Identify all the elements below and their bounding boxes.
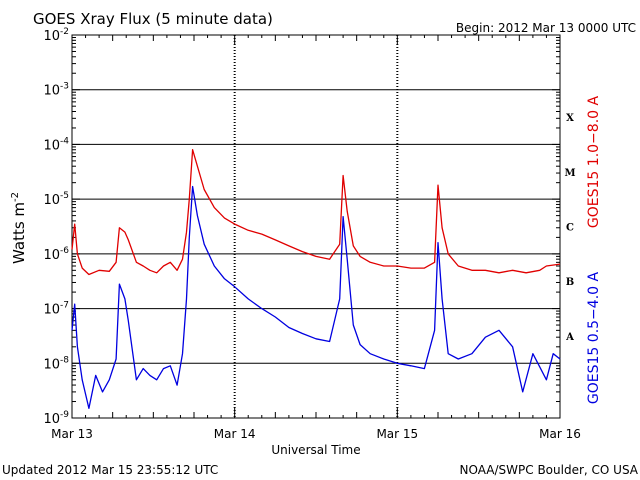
y-axis-label-sup: -2 [10, 192, 21, 202]
y-axis-label: Watts m-2 [10, 192, 28, 264]
x-axis-label: Universal Time [271, 443, 360, 457]
flare-class-label: X [566, 113, 574, 124]
plot-border [71, 34, 561, 419]
x-axis-ticks: Mar 13 Mar 14 Mar 15 Mar 16 [51, 35, 581, 441]
x-tick-label: Mar 15 [376, 427, 418, 441]
x-tick-label: Mar 16 [539, 427, 581, 441]
credit-text: NOAA/SWPC Boulder, CO USA [460, 463, 639, 477]
flare-class-label: B [566, 277, 574, 288]
y-axis-ticks: 10-9 10-8 10-7 10-6 10-5 10-4 10-3 10-2 [43, 27, 560, 427]
legend-long: GOES15 1.0−8.0 A [586, 96, 602, 229]
y-tick-label: 10-6 [43, 246, 69, 263]
y-tick-label: 10-5 [43, 191, 69, 208]
legend-short: GOES15 0.5−4.0 A [586, 272, 602, 405]
y-tick-label: 10-3 [43, 82, 69, 99]
y-axis-label-main: Watts m [10, 202, 28, 264]
plot-frame [71, 34, 561, 419]
y-tick-label: 10-2 [43, 27, 69, 44]
series-lines [71, 149, 561, 410]
begin-time: Begin: 2012 Mar 13 0000 UTC [456, 21, 636, 35]
updated-text: Updated 2012 Mar 15 23:55:12 UTC [2, 463, 218, 477]
y-tick-label: 10-7 [43, 301, 69, 318]
flare-class-label: C [566, 223, 574, 234]
flare-class-labels: A B C M X [564, 113, 575, 343]
flare-class-label: M [564, 168, 575, 179]
grid-lines [72, 35, 560, 418]
x-tick-label: Mar 13 [51, 427, 93, 441]
y-tick-label: 10-9 [43, 410, 69, 427]
chart-title: GOES Xray Flux (5 minute data) [33, 10, 273, 28]
flare-class-label: A [565, 332, 574, 343]
y-tick-label: 10-4 [43, 136, 69, 153]
series-short-line [71, 185, 561, 410]
y-tick-label: 10-8 [43, 355, 69, 372]
x-tick-label: Mar 14 [214, 427, 256, 441]
series-long-line [71, 149, 561, 276]
